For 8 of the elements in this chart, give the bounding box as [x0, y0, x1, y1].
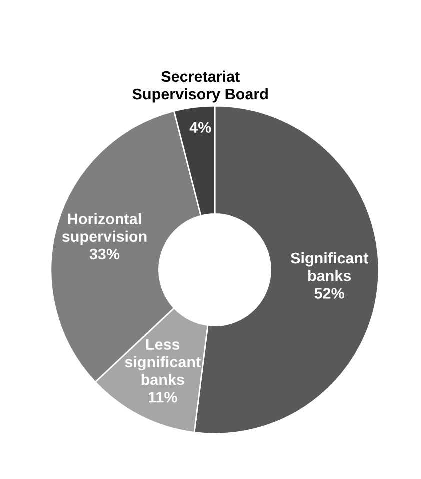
data-label: 33%	[90, 248, 120, 260]
slice-label: Horizontal supervision	[62, 213, 147, 246]
data-label: 52%	[314, 288, 344, 299]
data-label: 11%	[148, 392, 178, 403]
slice-label: Significant banks	[290, 252, 368, 282]
slice-label: Less significant banks	[125, 339, 201, 386]
slice-label: Secretariat Supervisory Board	[132, 70, 268, 103]
data-label: 4%	[190, 122, 212, 134]
